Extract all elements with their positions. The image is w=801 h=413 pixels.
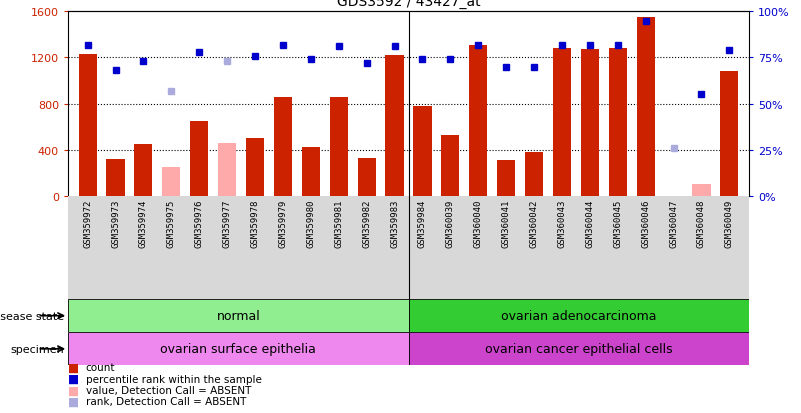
Bar	[409, 299, 749, 332]
Bar	[581, 50, 599, 196]
Text: specimen: specimen	[10, 344, 64, 354]
Bar	[218, 143, 236, 196]
Bar	[525, 152, 543, 196]
Bar	[385, 56, 404, 196]
Text: ovarian surface epithelia: ovarian surface epithelia	[160, 342, 316, 356]
Bar	[469, 46, 487, 196]
Text: ■: ■	[68, 394, 79, 408]
Bar	[274, 97, 292, 196]
Bar	[107, 159, 125, 196]
Text: GSM359972: GSM359972	[83, 199, 92, 247]
Text: GSM359981: GSM359981	[334, 199, 344, 247]
Bar	[190, 121, 208, 196]
Text: ■: ■	[68, 361, 79, 374]
Text: ■: ■	[68, 383, 79, 396]
Text: GSM359977: GSM359977	[223, 199, 231, 247]
Bar	[692, 185, 710, 196]
Bar	[553, 49, 571, 196]
Text: GSM359980: GSM359980	[306, 199, 316, 247]
Text: GSM360043: GSM360043	[557, 199, 566, 247]
Bar	[409, 332, 749, 366]
Text: GSM359974: GSM359974	[139, 199, 148, 247]
Text: percentile rank within the sample: percentile rank within the sample	[86, 374, 262, 384]
Bar	[637, 18, 654, 196]
Text: normal: normal	[216, 309, 260, 323]
Text: GSM359973: GSM359973	[111, 199, 120, 247]
Text: ovarian cancer epithelial cells: ovarian cancer epithelial cells	[485, 342, 673, 356]
Bar	[497, 161, 515, 196]
Text: GSM359978: GSM359978	[251, 199, 260, 247]
Bar	[246, 139, 264, 196]
Bar	[68, 299, 409, 332]
Text: GSM360039: GSM360039	[446, 199, 455, 247]
Text: ovarian adenocarcinoma: ovarian adenocarcinoma	[501, 309, 657, 323]
Text: ■: ■	[68, 372, 79, 385]
Bar	[302, 148, 320, 196]
Bar	[609, 49, 627, 196]
Text: GSM359976: GSM359976	[195, 199, 203, 247]
Text: GSM359983: GSM359983	[390, 199, 399, 247]
Text: count: count	[86, 363, 115, 373]
Title: GDS3592 / 43427_at: GDS3592 / 43427_at	[336, 0, 481, 9]
Text: GSM360040: GSM360040	[473, 199, 483, 247]
Text: GSM359982: GSM359982	[362, 199, 371, 247]
Bar	[720, 72, 739, 196]
Bar	[330, 97, 348, 196]
Text: disease state: disease state	[0, 311, 64, 321]
Text: GSM360048: GSM360048	[697, 199, 706, 247]
Bar	[68, 332, 409, 366]
Text: GSM359979: GSM359979	[279, 199, 288, 247]
Text: GSM360045: GSM360045	[614, 199, 622, 247]
Text: GSM359984: GSM359984	[418, 199, 427, 247]
Bar	[135, 145, 152, 196]
Bar	[413, 107, 432, 196]
Bar	[163, 167, 180, 196]
Text: value, Detection Call = ABSENT: value, Detection Call = ABSENT	[86, 385, 251, 395]
Text: GSM360047: GSM360047	[669, 199, 678, 247]
Text: GSM360041: GSM360041	[501, 199, 511, 247]
Text: GSM360044: GSM360044	[586, 199, 594, 247]
Bar	[357, 158, 376, 196]
Text: GSM359975: GSM359975	[167, 199, 176, 247]
Text: GSM360049: GSM360049	[725, 199, 734, 247]
Text: rank, Detection Call = ABSENT: rank, Detection Call = ABSENT	[86, 396, 246, 406]
Text: GSM360046: GSM360046	[641, 199, 650, 247]
Bar	[441, 135, 460, 196]
Text: GSM360042: GSM360042	[529, 199, 538, 247]
Bar	[78, 55, 97, 196]
